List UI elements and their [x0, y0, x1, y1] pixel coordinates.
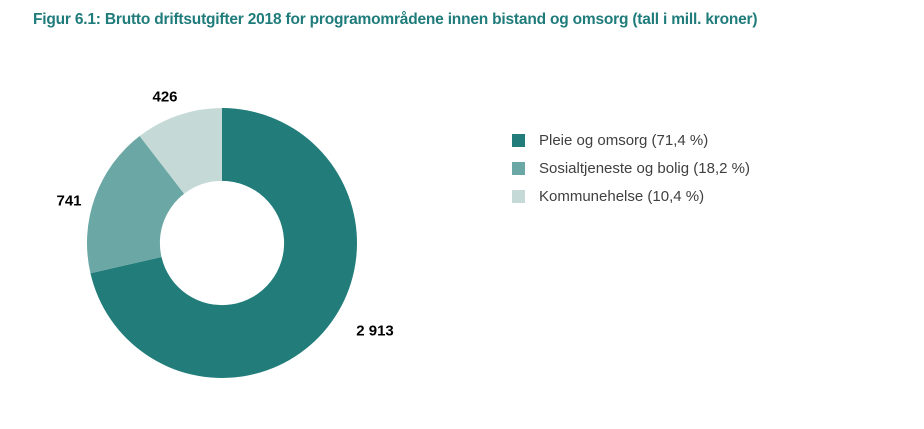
- legend-swatch-sosialtjeneste-og-bolig: [512, 161, 525, 175]
- data-label-sosialtjeneste-og-bolig: 741: [56, 192, 82, 210]
- legend-label-pleie-og-omsorg: Pleie og omsorg (71,4 %): [539, 131, 709, 149]
- legend-item-sosialtjeneste-og-bolig: Sosialtjeneste og bolig (18,2 %): [512, 154, 750, 182]
- donut-chart: [87, 108, 357, 378]
- legend-item-pleie-og-omsorg: Pleie og omsorg (71,4 %): [512, 126, 750, 154]
- legend-label-kommunehelse: Kommunehelse (10,4 %): [539, 187, 705, 205]
- legend-swatch-pleie-og-omsorg: [512, 133, 525, 147]
- donut-slice-sosialtjeneste-og-bolig: [87, 136, 185, 274]
- data-label-pleie-og-omsorg: 2 913: [356, 322, 394, 340]
- donut-slice-pleie-og-omsorg: [90, 108, 357, 378]
- legend: Pleie og omsorg (71,4 %) Sosialtjeneste …: [512, 126, 750, 210]
- data-label-kommunehelse: 426: [152, 88, 178, 106]
- figure-title: Figur 6.1: Brutto driftsutgifter 2018 fo…: [33, 11, 758, 28]
- legend-swatch-kommunehelse: [512, 189, 525, 203]
- legend-item-kommunehelse: Kommunehelse (10,4 %): [512, 182, 750, 210]
- donut-slice-kommunehelse: [139, 108, 222, 194]
- legend-label-sosialtjeneste-og-bolig: Sosialtjeneste og bolig (18,2 %): [539, 159, 750, 177]
